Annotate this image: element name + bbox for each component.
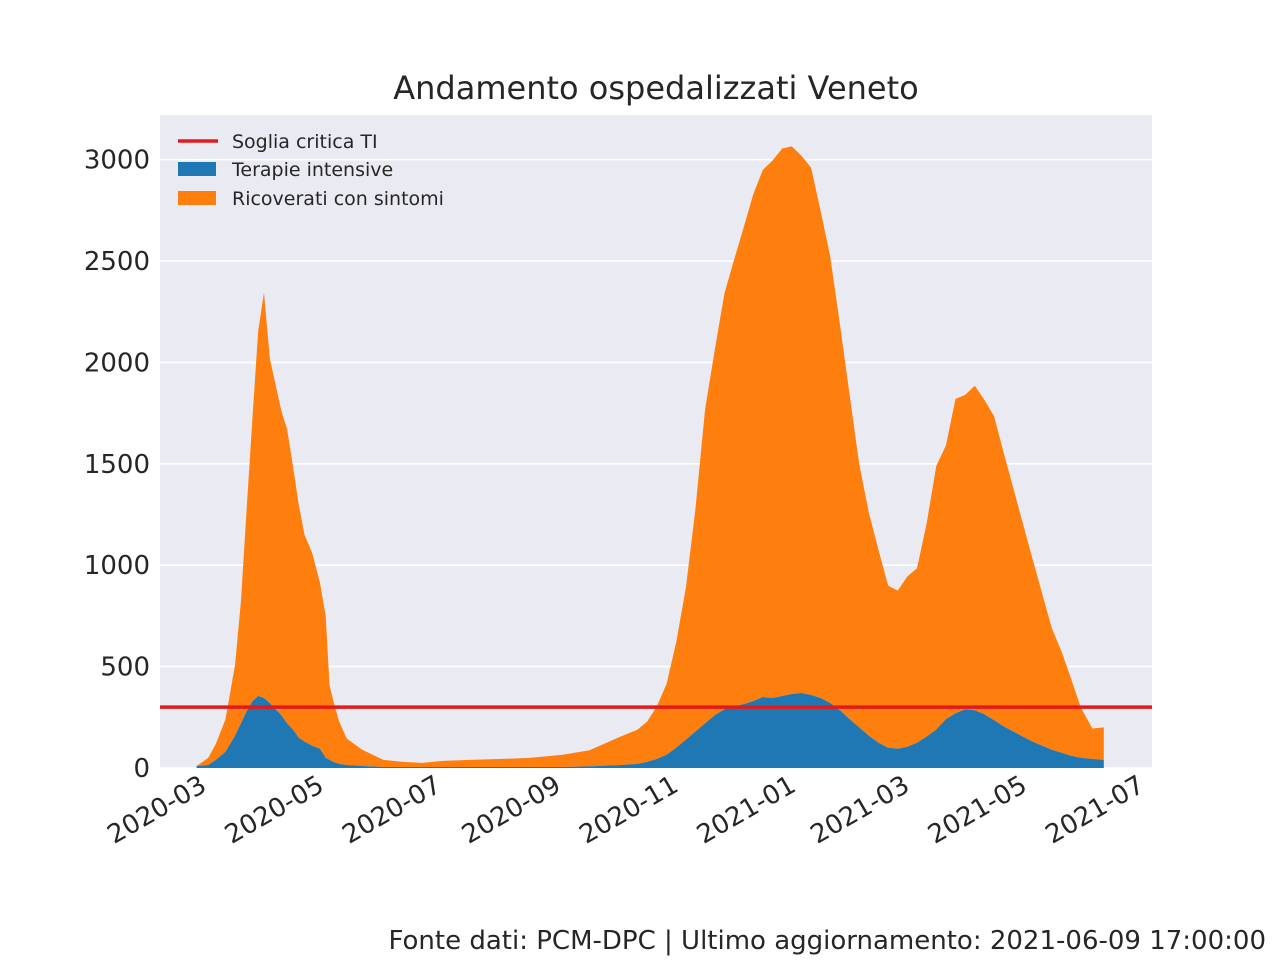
legend-label-terapie: Terapie intensive (231, 159, 393, 181)
y-tick-label: 500 (100, 653, 150, 683)
x-tick-label: 2020-05 (220, 770, 329, 850)
area-ricoverati-con-sintomi (196, 146, 1104, 767)
chart-title: Andamento ospedalizzati Veneto (393, 69, 918, 107)
series-areas (196, 146, 1104, 768)
area-terapie-intensive (196, 693, 1104, 768)
x-tick-label: 2020-11 (574, 770, 683, 850)
x-tick-label: 2020-03 (103, 770, 212, 850)
x-tick-label: 2020-07 (338, 770, 447, 850)
y-tick-label: 2500 (84, 247, 150, 277)
legend: Soglia critica TI Terapie intensive Rico… (178, 131, 444, 210)
legend-swatch-ricoverati (178, 191, 216, 205)
y-tick-label: 1000 (84, 551, 150, 581)
x-tick-label: 2020-09 (457, 770, 566, 850)
x-tick-label: 2021-07 (1041, 770, 1150, 850)
y-tick-label: 1500 (84, 450, 150, 480)
y-tick-label: 0 (133, 754, 150, 784)
x-tick-label: 2021-03 (806, 770, 915, 850)
legend-swatch-terapie (178, 162, 216, 176)
x-tick-label: 2021-01 (692, 770, 801, 850)
legend-label-soglia: Soglia critica TI (232, 131, 378, 153)
x-tick-label: 2021-05 (923, 770, 1032, 850)
footer-source: Fonte dati: PCM-DPC | Ultimo aggiornamen… (388, 926, 1267, 956)
y-tick-label: 3000 (84, 146, 150, 176)
y-tick-label: 2000 (84, 348, 150, 378)
legend-label-ricoverati: Ricoverati con sintomi (232, 188, 444, 210)
